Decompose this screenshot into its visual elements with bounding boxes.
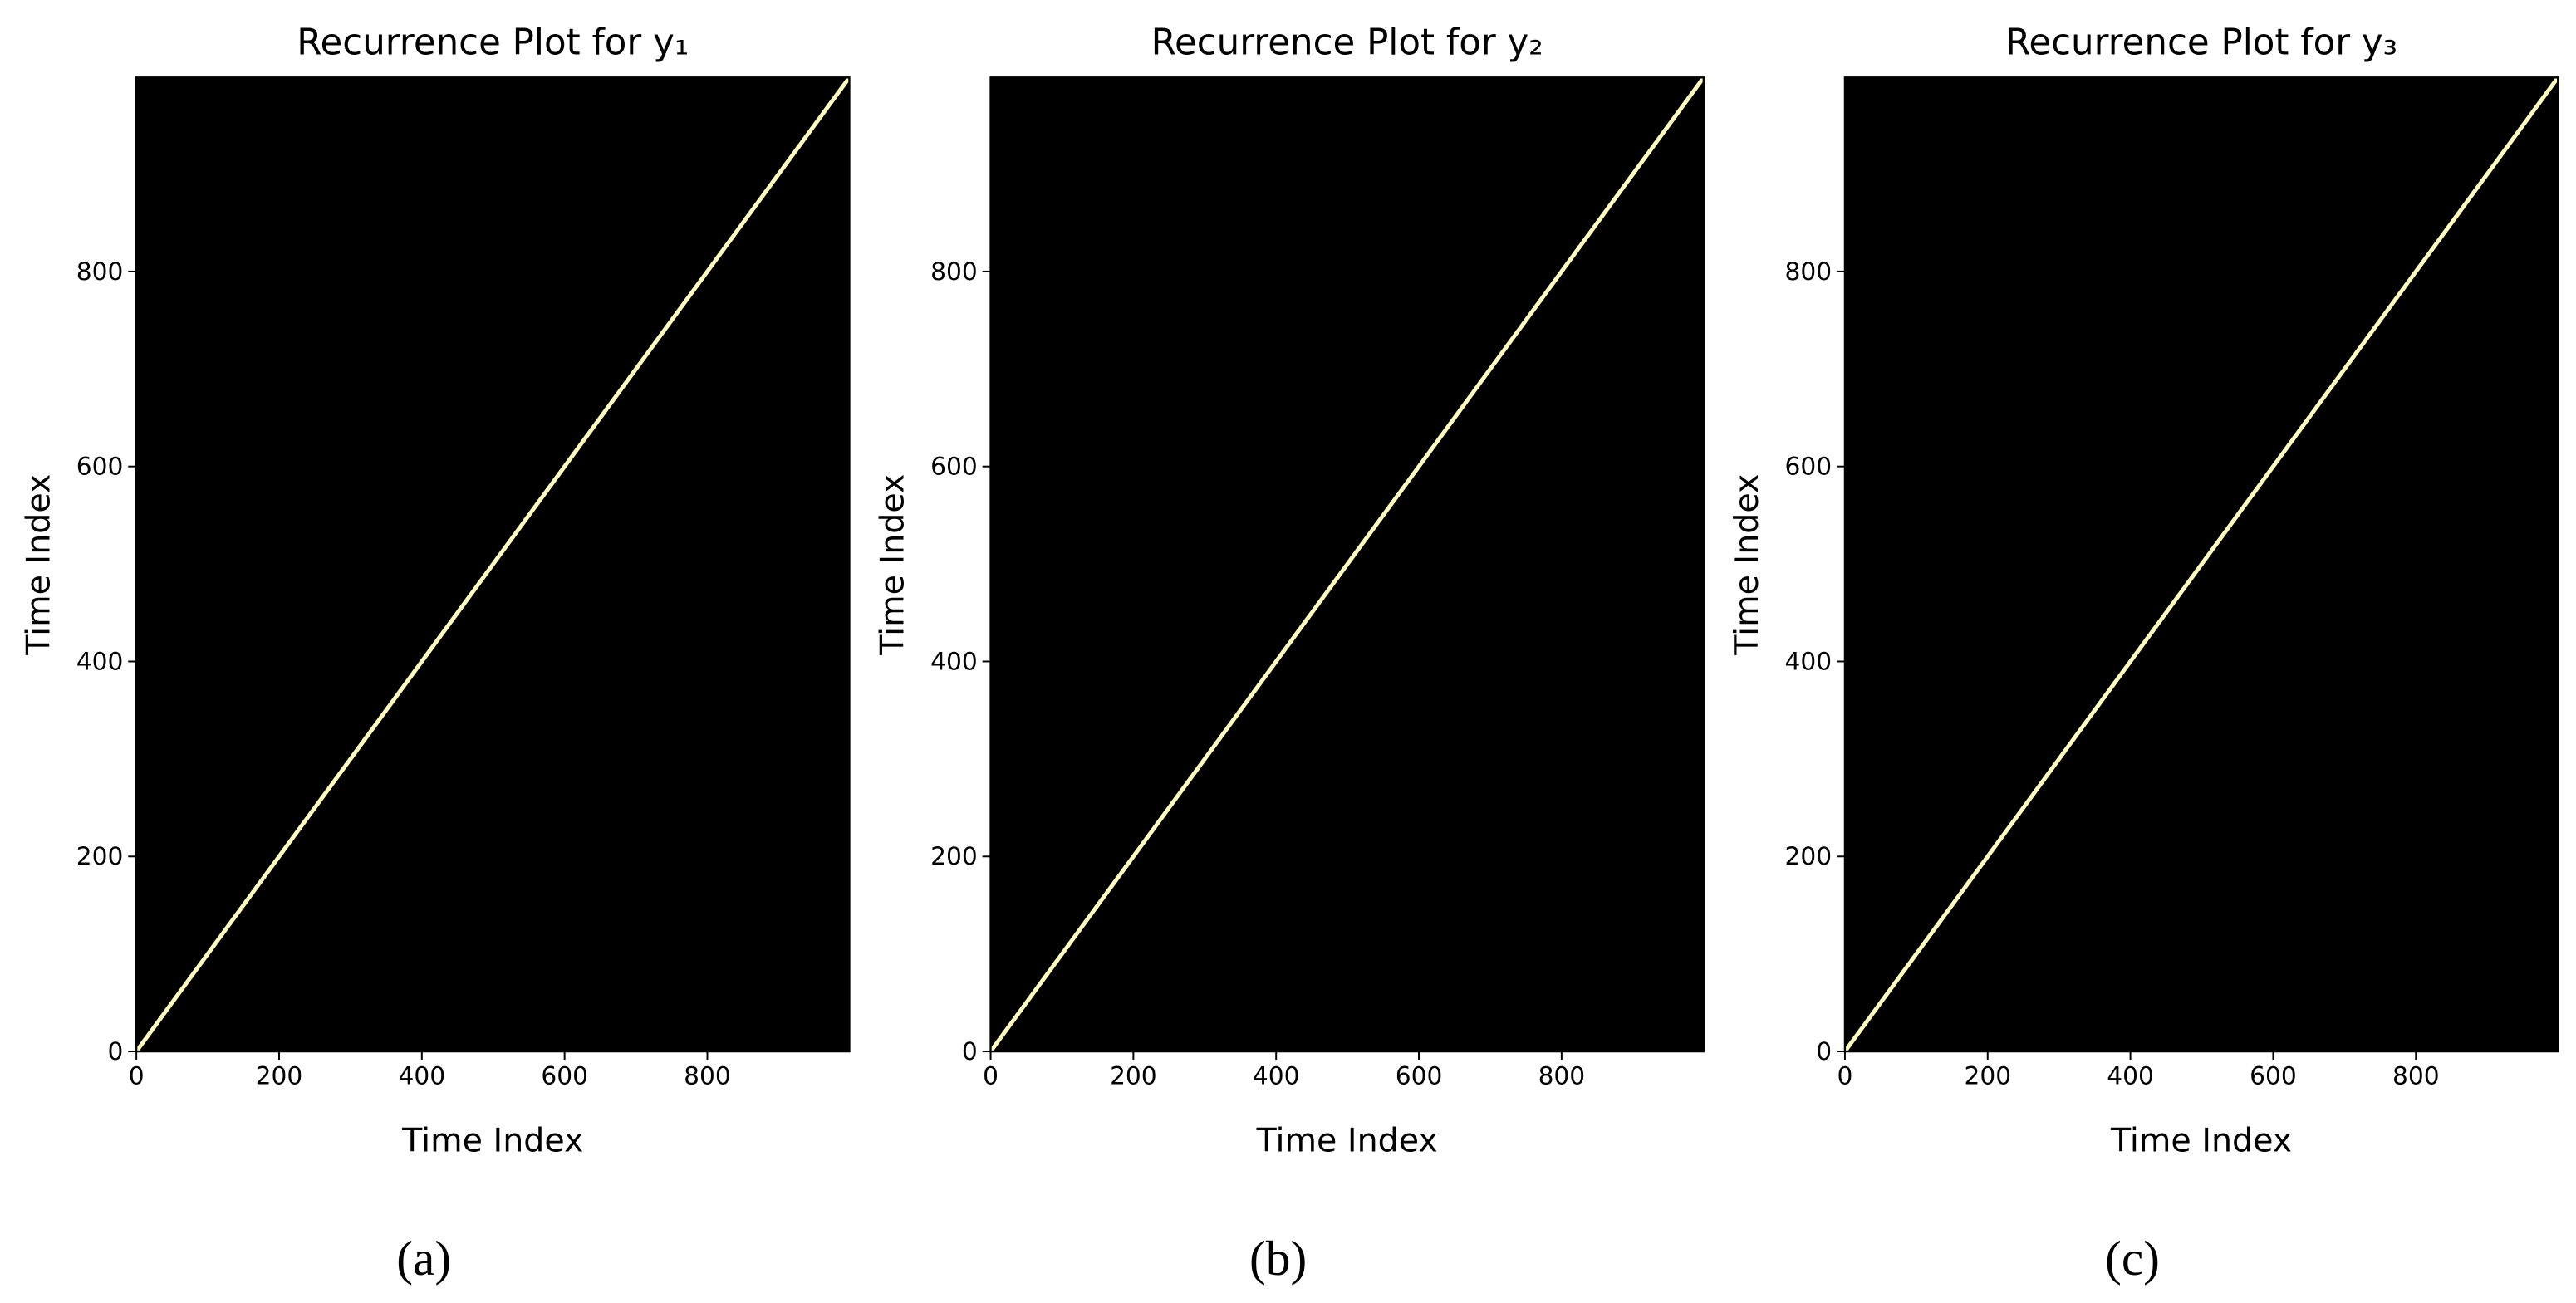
y-tick-label: 400	[76, 646, 124, 675]
y-tick-label: 0	[962, 1036, 978, 1065]
plot-frame	[989, 76, 1705, 1053]
subfigure-label: (a)	[396, 1231, 451, 1286]
identity-line	[989, 76, 1705, 1053]
plot-frame	[135, 76, 851, 1053]
y-tick-label: 800	[76, 257, 124, 286]
subfigure-label: (b)	[1249, 1231, 1307, 1286]
x-tick-label: 600	[2250, 1061, 2297, 1090]
y-tick-label: 600	[76, 452, 124, 481]
chart-title: Recurrence Plot for y₃	[2005, 22, 2397, 64]
x-tick-label: 0	[129, 1061, 145, 1090]
x-tick-label: 800	[2392, 1061, 2440, 1090]
x-tick-label: 0	[983, 1061, 999, 1090]
chart-title: Recurrence Plot for y₂	[1151, 22, 1543, 64]
y-tick-label: 200	[930, 841, 978, 870]
y-tick-label: 800	[1785, 257, 1833, 286]
x-axis-label: Time Index	[401, 1122, 583, 1160]
y-tick-label: 200	[76, 841, 124, 870]
x-tick-label: 400	[399, 1061, 446, 1090]
y-axis-label: Time Index	[1728, 474, 1766, 656]
x-tick-label: 200	[256, 1061, 303, 1090]
y-tick-label: 800	[930, 257, 978, 286]
y-tick-label: 600	[1785, 452, 1833, 481]
x-tick-label: 400	[1253, 1061, 1300, 1090]
x-tick-label: 800	[1538, 1061, 1586, 1090]
x-tick-label: 800	[684, 1061, 731, 1090]
identity-line	[135, 76, 851, 1053]
y-tick-label: 600	[930, 452, 978, 481]
y-tick-label: 0	[1816, 1036, 1832, 1065]
y-tick-label: 400	[1785, 646, 1833, 675]
x-tick-label: 0	[1837, 1061, 1852, 1090]
chart-title: Recurrence Plot for y₁	[297, 22, 689, 64]
x-axis-label: Time Index	[1256, 1122, 1438, 1160]
x-tick-label: 600	[1396, 1061, 1443, 1090]
x-tick-label: 200	[1964, 1061, 2011, 1090]
x-tick-label: 400	[2107, 1061, 2154, 1090]
y-tick-label: 200	[1785, 841, 1833, 870]
x-axis-label: Time Index	[2110, 1122, 2292, 1160]
identity-line	[1842, 76, 2560, 1053]
y-axis-label: Time Index	[19, 474, 57, 656]
y-tick-label: 0	[107, 1036, 123, 1065]
x-tick-label: 200	[1110, 1061, 1157, 1090]
subfigure-label: (c)	[2105, 1231, 2160, 1286]
plot-frame	[1843, 76, 2559, 1053]
y-tick-label: 400	[930, 646, 978, 675]
y-axis-label: Time Index	[874, 474, 912, 656]
x-tick-label: 600	[541, 1061, 588, 1090]
